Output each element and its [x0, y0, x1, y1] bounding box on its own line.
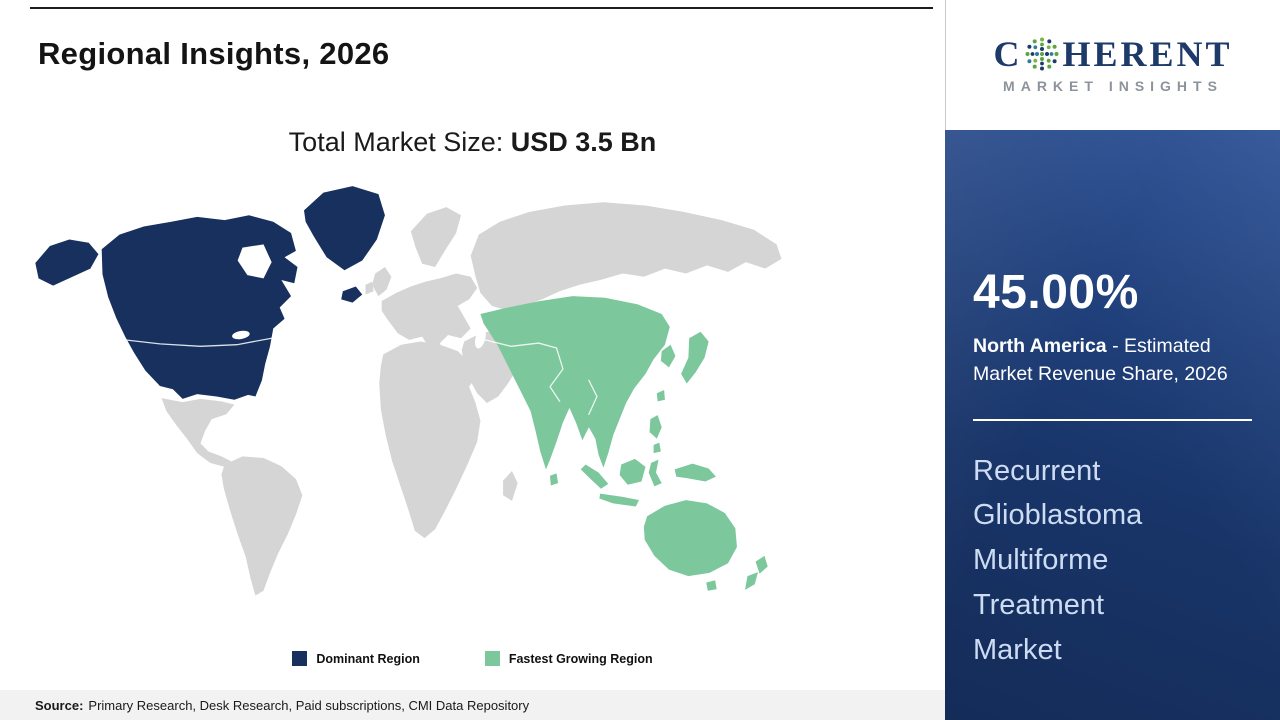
market-size-label: Total Market Size:: [288, 127, 504, 157]
highlight-panel: 45.00% North America - Estimated Market …: [945, 130, 1280, 720]
stat-value: 45.00%: [973, 266, 1139, 319]
panel-divider: [973, 418, 1252, 421]
asia-pacific-region: [480, 296, 768, 591]
us-canada-border: [123, 337, 273, 347]
market-size-heading: Total Market Size: USD 3.5 Bn: [0, 127, 945, 158]
brand-suffix: HERENT: [1062, 34, 1233, 74]
map-water-overlays: [232, 244, 486, 349]
main-panel: Regional Insights, 2026 Total Market Siz…: [0, 7, 945, 720]
great-lakes: [232, 330, 250, 340]
north-america-region: [35, 186, 385, 400]
brand-subtitle: MARKET INSIGHTS: [1003, 78, 1223, 94]
brand-wordmark: C: [993, 36, 1232, 72]
brand-prefix: C: [993, 34, 1023, 74]
page-title: Regional Insights, 2026: [38, 36, 390, 71]
coherent-logo-o-icon: [1025, 37, 1059, 71]
legend-item-dominant: Dominant Region: [292, 651, 420, 666]
sidebar: C: [945, 0, 1280, 720]
stat-description-text: - Estimated Market Revenue Share, 2026: [973, 335, 1228, 386]
source-label: Source:: [35, 697, 84, 713]
dominant-region-swatch: [292, 651, 308, 666]
top-divider: [30, 7, 933, 9]
legend-label-fastest-growing: Fastest Growing Region: [508, 651, 653, 666]
report-title: Recurrent Glioblastoma Multiforme Treatm…: [973, 454, 1143, 667]
market-size-value: USD 3.5 Bn: [510, 127, 657, 157]
hudson-bay: [237, 244, 272, 279]
map-legend: Dominant Region Fastest Growing Region: [0, 651, 945, 666]
caspian-sea: [474, 327, 486, 349]
source-note: Source: Primary Research, Desk Research,…: [0, 690, 945, 720]
source-text: Primary Research, Desk Research, Paid su…: [88, 697, 530, 713]
world-map: [35, 186, 782, 596]
legend-item-fastest-growing: Fastest Growing Region: [484, 651, 653, 666]
map-border-lines: [123, 337, 598, 415]
brand-logo: C: [945, 0, 1280, 130]
stat-region: North America: [973, 335, 1107, 357]
other-regions: [161, 202, 782, 596]
fastest-growing-region-swatch: [484, 651, 500, 666]
legend-label-dominant: Dominant Region: [316, 651, 420, 666]
stat-description: North America - Estimated Market Revenue…: [973, 332, 1231, 389]
